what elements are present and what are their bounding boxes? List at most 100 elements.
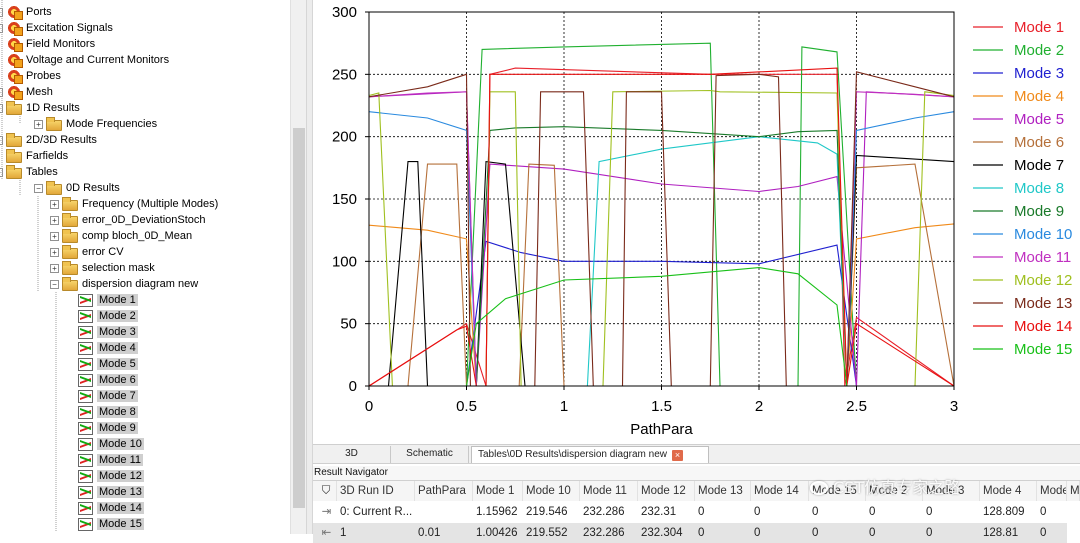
table-cell[interactable]: 1.00426 [473, 523, 523, 543]
tree-item[interactable]: + Mode Frequencies [34, 116, 157, 132]
panel-splitter[interactable] [306, 0, 313, 534]
tree-item[interactable]: Probes [0, 68, 61, 84]
tree-item[interactable]: + Mesh [0, 84, 53, 100]
tree-item[interactable]: Mode 3 [66, 324, 138, 340]
table-cell[interactable]: 232.286 [580, 523, 638, 543]
tree-item[interactable]: + selection mask [50, 260, 155, 276]
tree-item[interactable]: Mode 7 [66, 388, 138, 404]
tree-item[interactable]: Mode 4 [66, 340, 138, 356]
settings-node-icon [6, 53, 23, 68]
expand-icon[interactable]: + [34, 119, 43, 129]
expand-icon[interactable]: + [50, 231, 59, 241]
column-header[interactable]: PathPara [415, 481, 473, 501]
column-header[interactable]: Mode 11 [580, 481, 638, 501]
table-cell[interactable]: 0 [812, 506, 819, 518]
tree-item[interactable]: Mode 9 [66, 420, 138, 436]
folder-icon [6, 148, 22, 163]
table-cell[interactable]: 0 [809, 523, 866, 543]
tree-item-label: Mode Frequencies [66, 118, 158, 130]
expand-icon[interactable]: + [0, 87, 3, 97]
tree-item[interactable]: + Ports [0, 4, 52, 20]
table-cell[interactable]: 0 [698, 506, 705, 518]
tree-item[interactable]: Farfields [0, 148, 68, 164]
tree-item[interactable]: + error_0D_DeviationStoch [50, 212, 206, 228]
table-cell[interactable]: 232.304 [638, 523, 695, 543]
table-cell[interactable]: 232.31 [641, 506, 677, 518]
tree-item[interactable]: Voltage and Current Monitors [0, 52, 169, 68]
column-header[interactable]: Mode 2 [866, 481, 923, 501]
tree-item[interactable]: Mode 13 [66, 484, 144, 500]
table-cell[interactable]: 0 [869, 506, 876, 518]
expand-icon[interactable]: + [50, 215, 59, 225]
table-cell[interactable]: 1.15962 [476, 506, 518, 518]
table-cell[interactable]: 0 [926, 506, 933, 518]
tree-item[interactable]: Mode 12 [66, 468, 144, 484]
tree-item[interactable]: Mode 6 [66, 372, 138, 388]
tree-item[interactable]: − dispersion diagram new [50, 276, 198, 292]
collapse-icon[interactable]: − [34, 183, 43, 193]
filter-icon[interactable]: ⛉ [313, 481, 337, 501]
table-cell[interactable]: 0 [1040, 506, 1047, 518]
tree-scrollbar-thumb[interactable] [293, 128, 305, 508]
table-cell[interactable]: 1 [337, 523, 415, 543]
table-cell[interactable]: 0: Current R... [340, 506, 413, 518]
table-cell[interactable]: 0 [751, 523, 809, 543]
navigation-tree[interactable]: + Ports + Excitation Signals Field Monitors V… [0, 0, 290, 534]
tab-3d[interactable]: 3D [313, 446, 391, 463]
tree-item[interactable]: − 1D Results [0, 100, 80, 116]
table-cell[interactable] [415, 502, 473, 522]
tab-dispersion-diagram[interactable]: Tables\0D Results\dispersion diagram new… [471, 446, 709, 463]
tree-item[interactable]: Mode 15 [66, 516, 144, 532]
tree-item[interactable]: − 0D Results [34, 180, 120, 196]
result-navigator-table[interactable]: ⛉ 3D Run ID PathPara Mode 1 Mode 10 Mode 11 Mo… [313, 480, 1080, 543]
table-cell[interactable]: 0 [754, 506, 761, 518]
expand-icon[interactable]: + [0, 23, 3, 33]
collapse-icon[interactable]: − [0, 167, 3, 177]
table-cell[interactable]: 0 [1037, 523, 1067, 543]
table-cell[interactable]: 128.81 [980, 523, 1037, 543]
expand-icon[interactable]: + [0, 135, 3, 145]
column-header[interactable]: Mode 1 [473, 481, 523, 501]
tree-item[interactable]: + comp bloch_0D_Mean [50, 228, 192, 244]
table-cell[interactable]: 219.552 [523, 523, 580, 543]
expand-icon[interactable]: + [50, 263, 59, 273]
tree-item[interactable]: + Frequency (Multiple Modes) [50, 196, 218, 212]
tree-item[interactable]: + Excitation Signals [0, 20, 113, 36]
close-icon[interactable]: × [671, 450, 683, 461]
column-header[interactable]: Mode 14 [751, 481, 809, 501]
expand-icon[interactable]: + [50, 199, 59, 209]
tree-item[interactable]: Field Monitors [0, 36, 95, 52]
tree-item[interactable]: − Tables [0, 164, 58, 180]
table-cell[interactable]: 128.809 [983, 506, 1025, 518]
collapse-icon[interactable]: − [0, 103, 3, 113]
tree-item[interactable]: Mode 2 [66, 308, 138, 324]
expand-icon[interactable]: + [0, 7, 3, 17]
column-header[interactable]: Mode 3 [923, 481, 980, 501]
table-cell[interactable]: 0 [923, 523, 980, 543]
tree-item[interactable]: +2D/3D Results [0, 132, 97, 148]
tree-item[interactable]: Mode 10 [66, 436, 144, 452]
tree-item[interactable]: Mode 11 [66, 452, 143, 468]
table-cell[interactable]: 0 [866, 523, 923, 543]
column-header[interactable]: Mode 4 [980, 481, 1037, 501]
column-header[interactable]: Mode 13 [695, 481, 751, 501]
tree-item[interactable]: Mode 14 [66, 500, 144, 516]
tab-schematic[interactable]: Schematic [391, 446, 469, 463]
tree-item[interactable]: Mode 1 [66, 292, 138, 308]
column-header[interactable]: 3D Run ID [337, 481, 415, 501]
collapse-icon[interactable]: − [50, 279, 59, 289]
tree-item[interactable]: Mode 5 [66, 356, 138, 372]
tree-item[interactable]: + error CV [50, 244, 124, 260]
tree-item-label: Mode 9 [97, 422, 138, 434]
expand-icon[interactable]: + [50, 247, 59, 257]
tree-item[interactable]: Mode 8 [66, 404, 138, 420]
column-header[interactable]: M [1067, 481, 1080, 501]
column-header[interactable]: Mode 10 [523, 481, 580, 501]
table-cell[interactable]: 0.01 [415, 523, 473, 543]
column-header[interactable]: Mode 12 [638, 481, 695, 501]
column-header[interactable]: Mode 5 [1037, 481, 1067, 501]
table-cell[interactable]: 232.286 [583, 506, 625, 518]
table-cell[interactable]: 219.546 [526, 506, 568, 518]
tree-scrollbar[interactable] [290, 0, 306, 534]
table-cell[interactable]: 0 [695, 523, 751, 543]
